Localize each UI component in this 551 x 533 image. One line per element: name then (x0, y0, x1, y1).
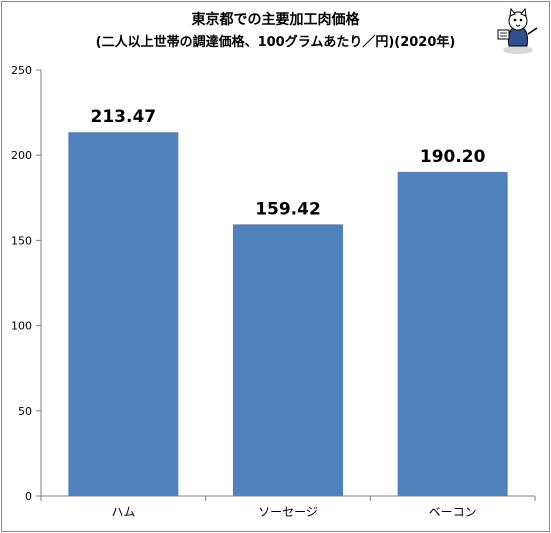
y-tick-label: 200 (11, 149, 32, 162)
x-tick-label: ハム (111, 505, 135, 519)
y-tick-label: 250 (11, 64, 32, 77)
data-labels: 213.47 159.42 190.20 (91, 107, 486, 219)
chart-title: 東京都での主要加工肉価格 (191, 12, 360, 28)
bar-value-label: 190.20 (420, 147, 486, 167)
bar (68, 132, 179, 496)
y-tick-label: 150 (11, 234, 32, 247)
bar-value-label: 213.47 (91, 107, 157, 127)
chart-subtitle: (二人以上世帯の調達価格、100グラムあたり／円)(2020年) (95, 35, 456, 50)
bar (233, 224, 343, 496)
bar-series (68, 132, 508, 496)
x-tick-label: ソーセージ (258, 505, 318, 519)
y-tick-label: 50 (18, 405, 32, 418)
bar (397, 171, 508, 496)
x-tick-label: ベーコン (429, 505, 477, 519)
mascot-cat-icon (497, 7, 538, 54)
y-tick-label: 100 (11, 320, 32, 333)
bar-value-label: 159.42 (255, 199, 321, 219)
tick-labels: 0 50 100 150 200 250 ハム ソーセージ ベーコン (11, 64, 477, 519)
y-tick-label: 0 (25, 490, 32, 503)
